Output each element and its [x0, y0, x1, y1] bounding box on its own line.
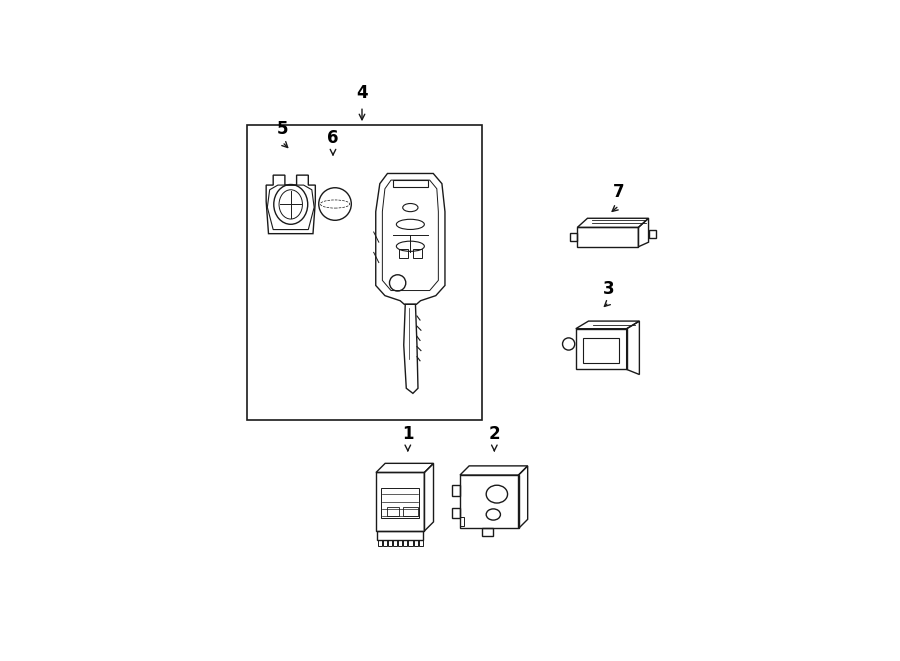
Text: 7: 7	[613, 184, 625, 202]
Bar	[387, 506, 399, 516]
Bar	[583, 338, 619, 364]
Bar	[400, 249, 409, 258]
Bar	[392, 180, 428, 187]
Bar	[649, 230, 656, 239]
Bar	[413, 249, 422, 258]
Bar	[482, 529, 493, 535]
Bar	[376, 473, 424, 531]
Bar	[413, 539, 418, 546]
Bar	[452, 508, 460, 518]
Text: 2: 2	[489, 425, 500, 444]
Text: 4: 4	[356, 84, 368, 102]
Bar	[418, 539, 423, 546]
Text: 6: 6	[328, 128, 338, 147]
Bar	[402, 506, 418, 516]
Bar	[452, 485, 460, 496]
Bar	[409, 539, 412, 546]
Bar	[393, 539, 397, 546]
Bar	[460, 518, 464, 526]
Bar	[377, 539, 382, 546]
Text: 3: 3	[603, 280, 615, 298]
Bar	[398, 539, 402, 546]
Bar	[381, 488, 419, 518]
Bar	[460, 475, 518, 529]
Bar	[388, 539, 392, 546]
Bar	[382, 539, 387, 546]
Bar	[403, 539, 408, 546]
Bar	[377, 531, 423, 540]
Bar	[571, 233, 577, 241]
Bar	[248, 125, 482, 420]
Text: 5: 5	[276, 120, 288, 138]
Bar	[577, 227, 638, 247]
Text: 1: 1	[402, 425, 414, 444]
